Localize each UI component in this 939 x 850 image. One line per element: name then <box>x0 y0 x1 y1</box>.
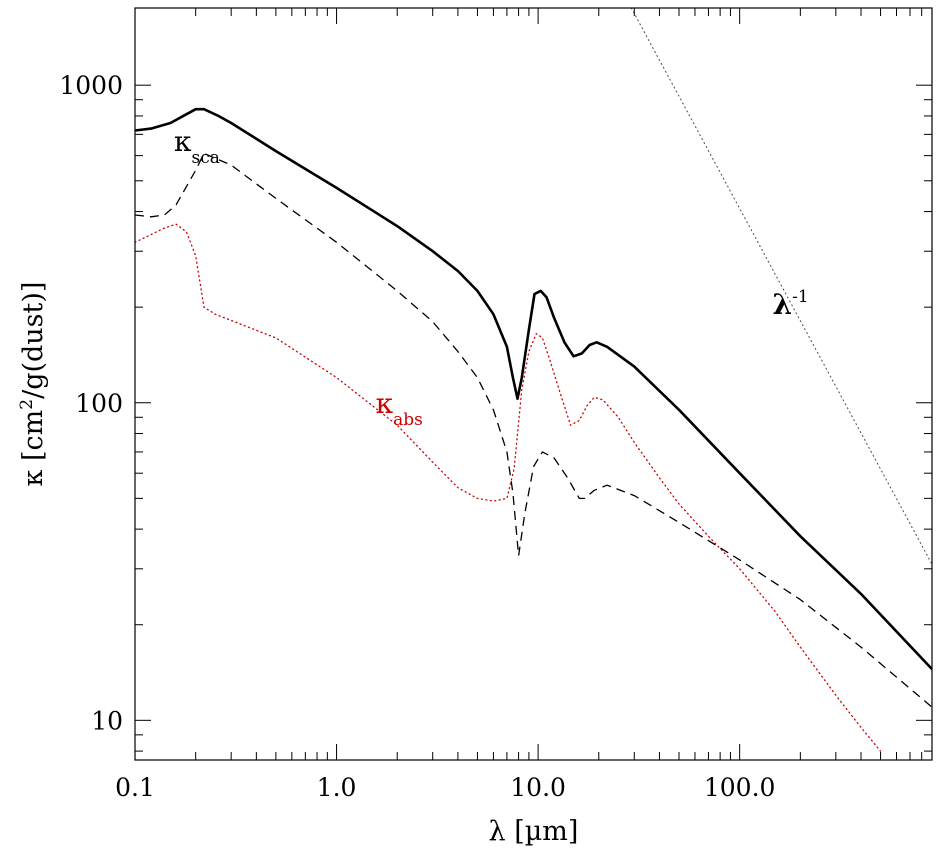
x-axis-title: λ [µm] <box>489 816 579 847</box>
annotation-abs-sub: abs <box>393 410 423 430</box>
label-layer: 0.1 1.0 10.0 100.0 10 100 1000 λ [µm] κ [cm2/g(d… <box>17 71 775 847</box>
x-tick-label: 100.0 <box>704 773 776 802</box>
y-tick-label: 100 <box>75 389 123 418</box>
series-line-2 <box>135 223 882 752</box>
annotation-sca-main: κ <box>174 125 192 158</box>
series-line-3 <box>630 8 932 565</box>
annotation-lam: λ-1 <box>773 287 809 321</box>
y-axis-title-sup: 2 <box>17 399 37 410</box>
x-tick-label: 1.0 <box>317 773 357 802</box>
series-line-0 <box>135 107 932 671</box>
series-layer <box>135 8 932 752</box>
annotation-sca-sub: sca <box>192 148 220 168</box>
y-tick-label: 1000 <box>59 71 123 100</box>
y-axis-title: κ [cm2/g(dust)] <box>17 282 49 487</box>
x-tick-label: 10.0 <box>510 773 566 802</box>
annotation-lam-main: λ <box>773 288 793 321</box>
annotation-abs-main: κ <box>376 387 394 420</box>
series-line-1 <box>135 152 932 708</box>
y-axis-title-pre: κ [cm <box>18 410 49 487</box>
plot-frame <box>134 7 933 761</box>
y-tick-label: 10 <box>91 706 123 735</box>
annotation-sca: κsca <box>174 125 220 168</box>
tick-layer <box>134 8 933 760</box>
annotation-abs: κabs <box>376 387 423 430</box>
annotation-lam-sup: -1 <box>792 287 809 307</box>
y-axis-title-post: /g(dust)] <box>18 282 49 399</box>
x-tick-label: 0.1 <box>115 773 155 802</box>
